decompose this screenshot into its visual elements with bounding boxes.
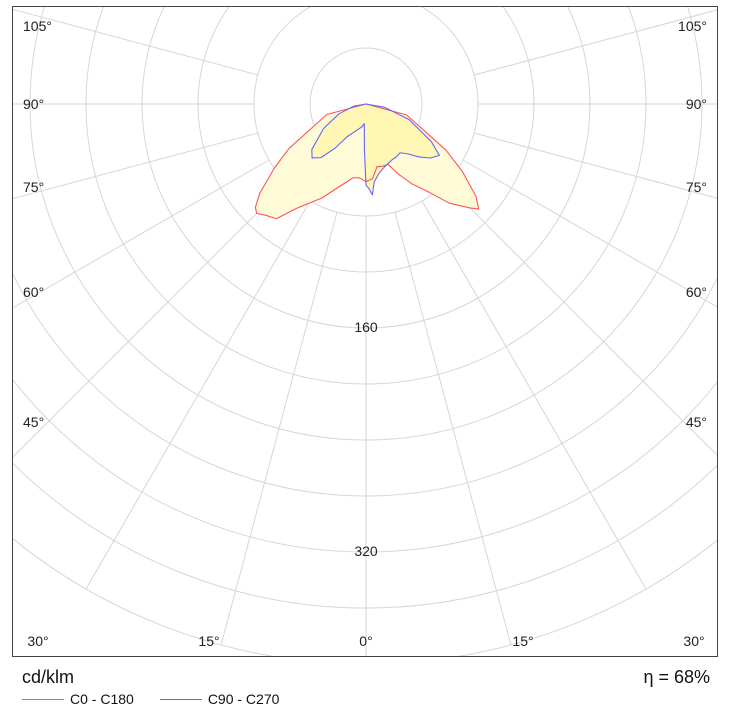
angle-label-left-0: 105° bbox=[23, 18, 52, 34]
legend-line-c90-c270 bbox=[159, 698, 202, 700]
grid-spoke bbox=[474, 9, 717, 76]
angle-label-left-2: 75° bbox=[23, 179, 44, 195]
angle-label-bottom-3: 15° bbox=[512, 633, 533, 649]
angle-label-left-1: 90° bbox=[23, 96, 44, 112]
legend: C0 - C180 C90 - C270 bbox=[22, 689, 305, 709]
grid-spoke bbox=[462, 159, 717, 308]
polar-chart: 160 320 105° 90° 75° 60° 45° 105° 90° 75° 60° 45° 30… bbox=[13, 7, 717, 656]
angle-label-bottom-2: 0° bbox=[359, 633, 372, 649]
grid-spoke bbox=[85, 200, 311, 590]
angle-label-bottom-0: 30° bbox=[27, 633, 48, 649]
legend-label-c0-c180: C0 - C180 bbox=[70, 691, 134, 707]
grid-spoke bbox=[13, 132, 258, 200]
grid-spoke bbox=[220, 212, 338, 646]
angle-label-right-0: 105° bbox=[678, 18, 707, 34]
legend-line-c0-c180 bbox=[22, 698, 64, 700]
radial-tick-label-160: 160 bbox=[354, 319, 378, 335]
legend-item-c90-c270: C90 - C270 bbox=[159, 689, 280, 709]
angle-label-right-4: 45° bbox=[686, 414, 707, 430]
angle-label-right-1: 90° bbox=[686, 96, 707, 112]
grid-spoke bbox=[394, 212, 512, 646]
grid-spoke bbox=[474, 132, 717, 199]
series-line-c0-c180 bbox=[254, 103, 480, 220]
legend-label-c90-c270: C90 - C270 bbox=[207, 691, 280, 707]
angle-label-left-4: 45° bbox=[23, 414, 44, 430]
grid-spoke bbox=[13, 159, 270, 309]
grid-spoke bbox=[421, 200, 647, 590]
legend-item-c0-c180: C0 - C180 bbox=[22, 689, 134, 709]
unit-label: cd/klm bbox=[22, 667, 75, 687]
angle-label-bottom-4: 30° bbox=[683, 633, 704, 649]
grid-spoke bbox=[444, 182, 717, 456]
efficiency-label: η = 68% bbox=[643, 667, 710, 687]
grid-spoke bbox=[13, 8, 258, 76]
series-line-c90-c270 bbox=[311, 103, 440, 196]
angle-label-right-2: 75° bbox=[686, 179, 707, 195]
grid-spoke bbox=[13, 182, 288, 458]
chart-frame: 160 320 105° 90° 75° 60° 45° 105° 90° 75° 60° 45° 30… bbox=[12, 6, 718, 657]
angle-label-left-3: 60° bbox=[23, 284, 44, 300]
angle-label-bottom-1: 15° bbox=[198, 633, 219, 649]
radial-tick-label-320: 320 bbox=[354, 543, 378, 559]
series-fill-c90-c270 bbox=[311, 104, 440, 195]
angle-label-right-3: 60° bbox=[686, 284, 707, 300]
